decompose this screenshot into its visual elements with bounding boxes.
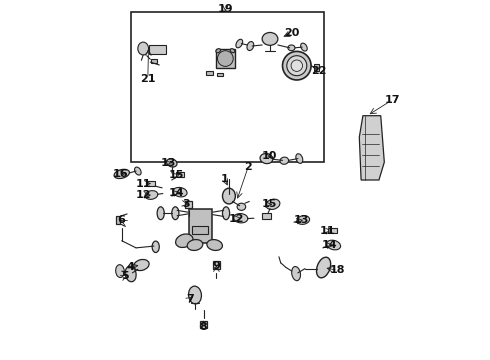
Text: 20: 20 xyxy=(285,28,300,38)
Ellipse shape xyxy=(175,234,193,247)
Text: 21: 21 xyxy=(140,73,156,84)
Ellipse shape xyxy=(266,199,280,210)
Text: 16: 16 xyxy=(113,168,128,179)
Text: 3: 3 xyxy=(182,199,190,209)
Text: 22: 22 xyxy=(312,66,327,76)
Ellipse shape xyxy=(134,260,149,271)
Bar xyxy=(213,261,220,269)
Text: 15: 15 xyxy=(169,170,184,180)
Text: 18: 18 xyxy=(330,265,345,275)
Text: 2: 2 xyxy=(245,162,252,172)
Bar xyxy=(200,321,207,328)
Text: 13: 13 xyxy=(294,215,309,225)
Ellipse shape xyxy=(296,154,303,163)
Ellipse shape xyxy=(260,153,273,163)
Ellipse shape xyxy=(287,56,307,76)
Text: 9: 9 xyxy=(213,261,220,271)
Ellipse shape xyxy=(145,191,158,199)
Ellipse shape xyxy=(283,51,311,80)
Bar xyxy=(206,71,213,75)
Text: 1: 1 xyxy=(221,174,228,184)
Ellipse shape xyxy=(237,203,245,210)
Bar xyxy=(328,228,337,233)
Ellipse shape xyxy=(138,42,148,55)
Bar xyxy=(314,64,319,71)
Bar xyxy=(131,12,323,162)
Ellipse shape xyxy=(135,167,141,175)
Ellipse shape xyxy=(172,207,179,220)
Text: 10: 10 xyxy=(262,151,277,161)
Ellipse shape xyxy=(317,257,331,278)
Ellipse shape xyxy=(291,60,302,71)
Text: 11: 11 xyxy=(320,226,336,236)
Ellipse shape xyxy=(230,49,235,53)
Ellipse shape xyxy=(262,32,278,45)
Text: 19: 19 xyxy=(218,4,233,14)
Ellipse shape xyxy=(280,157,289,164)
Text: 12: 12 xyxy=(229,213,244,224)
Text: 8: 8 xyxy=(199,322,207,332)
Ellipse shape xyxy=(327,240,341,250)
Text: 11: 11 xyxy=(136,179,151,189)
Ellipse shape xyxy=(236,39,243,48)
Ellipse shape xyxy=(234,213,248,223)
Bar xyxy=(185,201,192,208)
Ellipse shape xyxy=(116,265,124,278)
Ellipse shape xyxy=(189,286,201,304)
Text: 17: 17 xyxy=(385,95,400,105)
Text: 14: 14 xyxy=(322,240,338,250)
Text: 5: 5 xyxy=(121,271,128,282)
Text: 7: 7 xyxy=(186,294,194,304)
Bar xyxy=(146,181,155,186)
Ellipse shape xyxy=(297,216,310,224)
Bar xyxy=(217,73,223,76)
Bar xyxy=(192,226,208,234)
Ellipse shape xyxy=(222,188,235,204)
Ellipse shape xyxy=(125,266,136,282)
Bar xyxy=(262,213,271,219)
Ellipse shape xyxy=(207,239,222,251)
Ellipse shape xyxy=(167,159,177,167)
Ellipse shape xyxy=(187,239,203,251)
Bar xyxy=(176,172,184,177)
Bar xyxy=(189,210,212,243)
Text: 14: 14 xyxy=(169,188,184,198)
Ellipse shape xyxy=(173,188,187,197)
Text: 12: 12 xyxy=(136,190,151,201)
Bar xyxy=(116,216,121,224)
Text: 6: 6 xyxy=(117,215,125,225)
Bar xyxy=(216,49,235,68)
Ellipse shape xyxy=(288,45,295,51)
Ellipse shape xyxy=(222,207,230,220)
Ellipse shape xyxy=(301,43,307,51)
Bar xyxy=(149,45,166,54)
Ellipse shape xyxy=(247,41,254,50)
Polygon shape xyxy=(359,116,384,180)
Text: 13: 13 xyxy=(161,158,176,168)
Ellipse shape xyxy=(157,207,164,220)
Ellipse shape xyxy=(216,49,220,53)
Ellipse shape xyxy=(114,169,129,179)
Ellipse shape xyxy=(152,241,159,252)
Text: 15: 15 xyxy=(261,199,277,209)
Bar xyxy=(151,59,157,63)
Text: 4: 4 xyxy=(127,262,135,272)
Ellipse shape xyxy=(292,266,300,281)
Ellipse shape xyxy=(218,51,233,66)
